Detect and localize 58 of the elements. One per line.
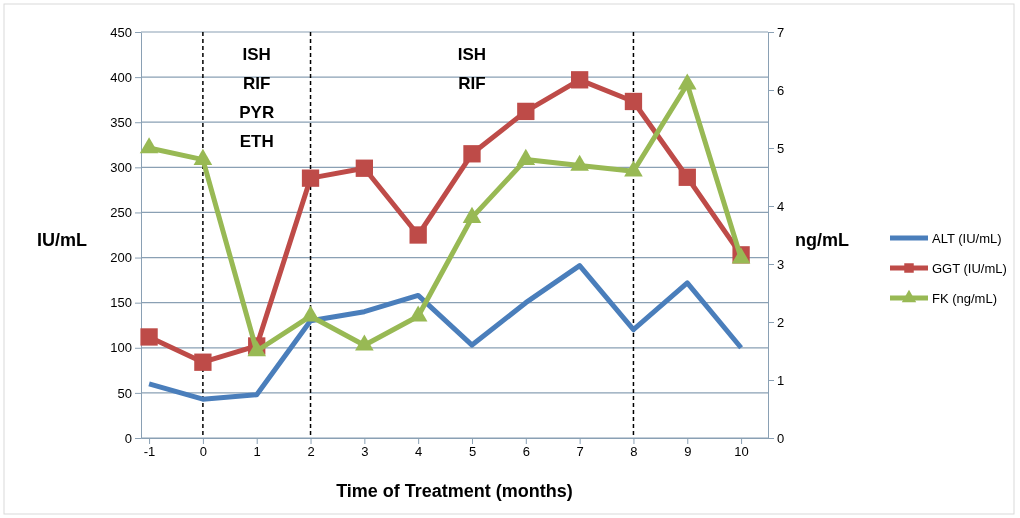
y2-axis-title: ng/mL <box>795 230 849 250</box>
point <box>193 148 213 165</box>
point <box>408 305 428 322</box>
point <box>301 305 320 322</box>
y-tick-label: 300 <box>110 159 132 175</box>
x-tick-label: 10 <box>734 444 749 460</box>
x-tick-label: 3 <box>361 444 369 460</box>
y2-tick-label: 5 <box>777 140 785 156</box>
y-tick-label: 150 <box>110 295 132 311</box>
point <box>355 334 374 351</box>
y-tick-label: 50 <box>117 385 132 401</box>
x-tick-label: 4 <box>415 444 423 460</box>
point <box>355 159 374 177</box>
x-axis-title: Time of Treatment (months) <box>336 481 573 501</box>
y-tick-label: 200 <box>110 250 132 266</box>
y2-tick-label: 7 <box>777 24 785 40</box>
point <box>517 102 535 121</box>
point <box>462 206 482 223</box>
x-tick-label: -1 <box>143 444 156 460</box>
x-tick-label: 1 <box>253 444 261 460</box>
point <box>409 226 427 244</box>
point <box>570 71 589 89</box>
point <box>139 137 159 154</box>
point <box>570 154 589 171</box>
y-tick-label: 450 <box>110 24 132 40</box>
y2-tick-label: 6 <box>777 82 785 98</box>
y-axis-title: IU/mL <box>36 230 88 250</box>
y-tick-label: 250 <box>110 205 132 221</box>
legend-label: ALT (IU/mL) <box>932 231 1002 246</box>
x-tick-label: 0 <box>199 444 208 460</box>
point <box>301 169 320 187</box>
annotation: ISH RIF <box>457 45 487 93</box>
y2-tick-label: 2 <box>777 314 785 330</box>
y2-tick-label: 3 <box>777 256 785 272</box>
y2-tick-label: 4 <box>777 198 785 214</box>
x-tick-label: 8 <box>630 444 638 460</box>
x-tick-label: 2 <box>307 444 315 460</box>
legend-label: FK (ng/mL) <box>932 291 998 306</box>
point <box>516 148 536 165</box>
point <box>678 168 696 186</box>
x-tick-label: 5 <box>468 444 477 460</box>
annotation: ISH RIF PYR ETH <box>239 45 275 151</box>
y-tick-label: 100 <box>110 340 132 356</box>
point <box>140 328 158 346</box>
y-tick-label: 400 <box>110 69 132 85</box>
x-tick-label: 9 <box>684 444 692 460</box>
y2-tick-label: 1 <box>777 372 785 388</box>
y2-tick-label: 0 <box>777 430 785 446</box>
x-tick-label: 6 <box>522 444 530 460</box>
y-tick-label: 0 <box>124 430 132 446</box>
point <box>194 353 212 371</box>
legend-label: GGT (IU/mL) <box>932 261 1007 276</box>
y-tick-label: 350 <box>110 114 132 130</box>
x-tick-label: 7 <box>576 444 584 460</box>
point <box>624 92 643 111</box>
point <box>677 73 697 90</box>
point <box>463 145 481 163</box>
point <box>624 160 643 177</box>
